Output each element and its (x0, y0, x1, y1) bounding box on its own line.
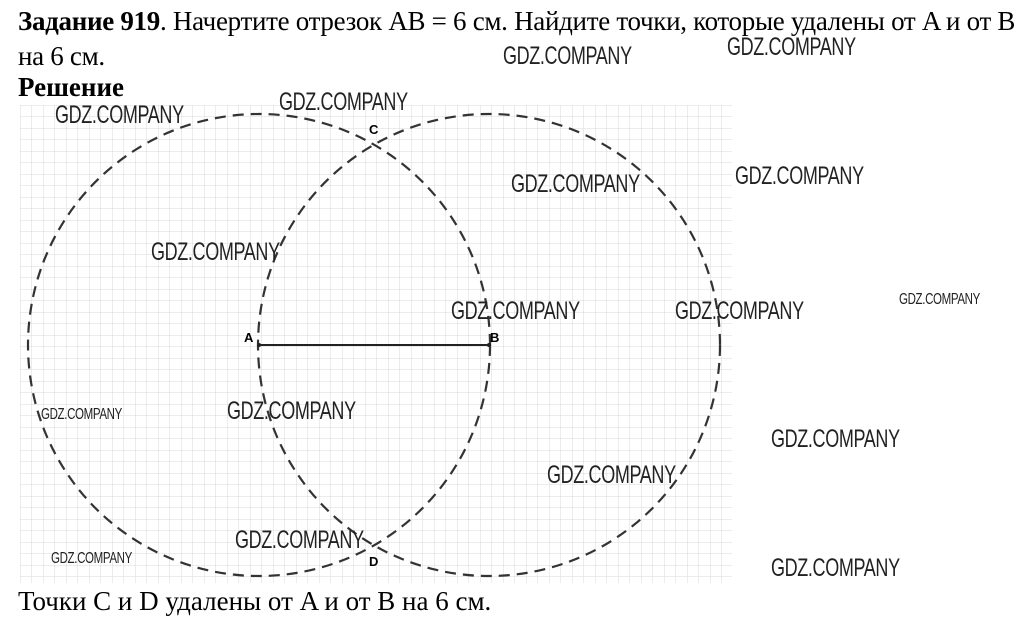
watermark: GDZ.COMPANY (727, 33, 856, 61)
watermark: GDZ.COMPANY (279, 88, 408, 116)
label-a: A (244, 330, 254, 345)
label-b: B (490, 330, 499, 345)
watermark: GDZ.COMPANY (771, 425, 900, 453)
task-statement: Задание 919. Начертите отрезок AB = 6 см… (18, 4, 1018, 74)
watermark: GDZ.COMPANY (41, 406, 122, 423)
watermark: GDZ.COMPANY (227, 397, 356, 425)
watermark: GDZ.COMPANY (771, 554, 900, 582)
watermark: GDZ.COMPANY (899, 291, 980, 308)
watermark: GDZ.COMPANY (235, 526, 364, 554)
label-c: C (369, 122, 379, 137)
task-text: . Начертите отрезок AB = 6 см. Найдите т… (18, 6, 1016, 71)
watermark: GDZ.COMPANY (675, 297, 804, 325)
point-a (257, 343, 261, 347)
watermark: GDZ.COMPANY (151, 238, 280, 266)
watermark: GDZ.COMPANY (511, 170, 640, 198)
solution-heading: Решение (18, 72, 124, 102)
point-b (487, 343, 491, 347)
task-number: Задание 919 (18, 6, 160, 36)
watermark: GDZ.COMPANY (735, 162, 864, 190)
watermark: GDZ.COMPANY (55, 101, 184, 129)
watermark: GDZ.COMPANY (451, 297, 580, 325)
watermark: GDZ.COMPANY (51, 550, 132, 567)
watermark: GDZ.COMPANY (503, 42, 632, 70)
watermark: GDZ.COMPANY (547, 461, 676, 489)
answer-text: Точки C и D удалены от A и от B на 6 см. (18, 586, 492, 616)
label-d: D (369, 554, 378, 569)
